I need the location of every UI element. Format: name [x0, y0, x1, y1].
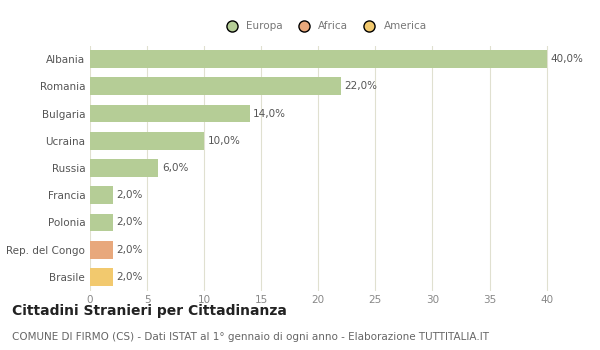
Bar [90, 50, 547, 68]
Bar [90, 105, 250, 122]
Text: 6,0%: 6,0% [162, 163, 188, 173]
Text: 2,0%: 2,0% [116, 245, 143, 255]
Bar [90, 214, 113, 231]
Text: 40,0%: 40,0% [550, 54, 583, 64]
Text: 10,0%: 10,0% [208, 136, 241, 146]
Bar [90, 241, 113, 259]
Bar [90, 186, 113, 204]
Bar [90, 268, 113, 286]
Bar [90, 159, 158, 177]
Text: COMUNE DI FIRMO (CS) - Dati ISTAT al 1° gennaio di ogni anno - Elaborazione TUTT: COMUNE DI FIRMO (CS) - Dati ISTAT al 1° … [12, 332, 489, 343]
Text: 22,0%: 22,0% [344, 81, 377, 91]
Text: 14,0%: 14,0% [253, 108, 286, 119]
Text: 2,0%: 2,0% [116, 190, 143, 200]
Text: 2,0%: 2,0% [116, 217, 143, 228]
Bar [90, 77, 341, 95]
Bar [90, 132, 204, 150]
Text: Cittadini Stranieri per Cittadinanza: Cittadini Stranieri per Cittadinanza [12, 304, 287, 318]
Legend: Europa, Africa, America: Europa, Africa, America [217, 17, 431, 35]
Text: 2,0%: 2,0% [116, 272, 143, 282]
